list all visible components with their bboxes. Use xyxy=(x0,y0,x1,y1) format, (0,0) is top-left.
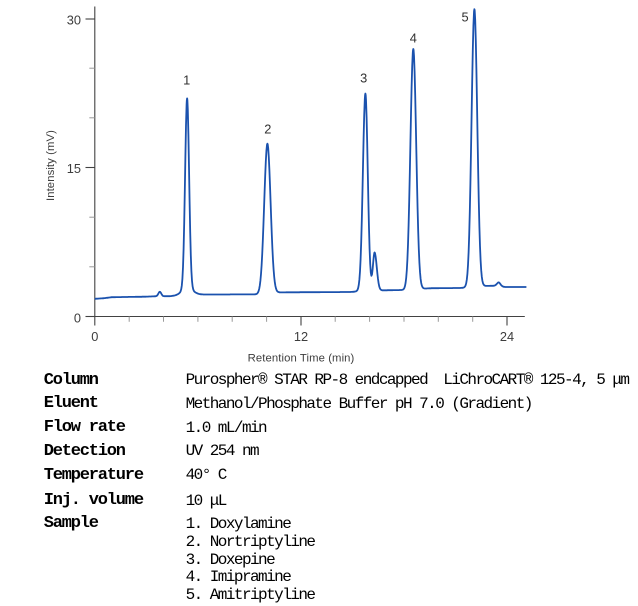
svg-text:1: 1 xyxy=(183,73,190,88)
svg-text:2: 2 xyxy=(264,122,271,137)
svg-text:Retention Time (min): Retention Time (min) xyxy=(248,352,355,364)
svg-text:15: 15 xyxy=(67,161,81,176)
svg-text:Intensity (mV): Intensity (mV) xyxy=(45,130,57,201)
svg-text:12: 12 xyxy=(294,329,308,344)
svg-text:4: 4 xyxy=(410,31,417,46)
svg-text:0: 0 xyxy=(91,329,98,344)
svg-text:3: 3 xyxy=(360,71,367,86)
svg-text:5: 5 xyxy=(461,10,468,25)
svg-text:24: 24 xyxy=(500,329,514,344)
svg-text:30: 30 xyxy=(67,12,81,27)
svg-text:0: 0 xyxy=(74,310,81,325)
